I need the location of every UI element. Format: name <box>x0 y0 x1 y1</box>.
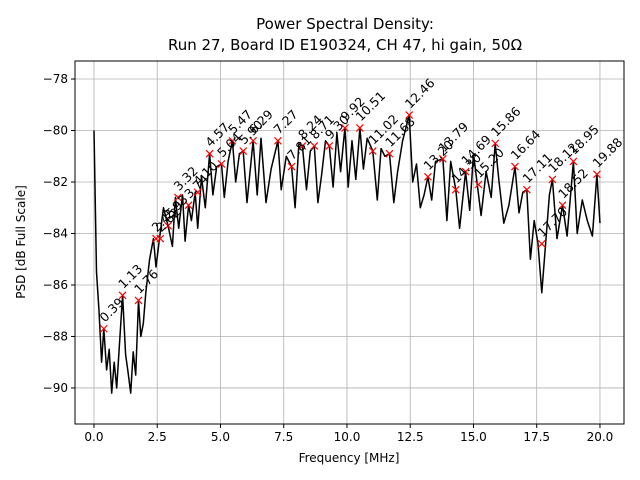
peak-marker <box>474 180 483 189</box>
peak-marker <box>134 296 143 305</box>
peak-markers <box>99 111 601 333</box>
peak-marker <box>537 239 546 248</box>
peak-marker <box>424 172 432 181</box>
peak-marker <box>355 124 364 132</box>
peak-marker <box>511 162 519 171</box>
peak-marker <box>548 175 557 184</box>
y-tick-label: −86 <box>43 278 68 292</box>
y-tick-label: −90 <box>43 381 68 395</box>
x-tick-label: 0.0 <box>84 430 103 444</box>
y-tick-label: −88 <box>43 329 68 343</box>
peak-marker <box>174 193 182 202</box>
peak-marker <box>325 142 334 150</box>
y-tick-label: −84 <box>43 226 68 240</box>
peak-marker <box>368 147 377 156</box>
x-tick-label: 17.5 <box>523 430 550 444</box>
peak-marker <box>239 147 248 156</box>
peak-marker <box>558 201 567 210</box>
x-tick-label: 10.0 <box>334 430 361 444</box>
peak-marker <box>569 157 578 166</box>
peak-marker <box>184 201 193 210</box>
peak-label: 12.46 <box>402 75 438 111</box>
x-tick-label: 7.5 <box>274 430 293 444</box>
peak-marker <box>298 142 307 150</box>
chart-subtitle: Run 27, Board ID E190324, CH 47, hi gain… <box>168 36 522 54</box>
peak-label: 15.86 <box>488 104 524 140</box>
x-tick-label: 5.0 <box>211 430 230 444</box>
axis-ticks: 0.0 2.5 5.0 7.5 10.0 12.5 15.0 17.5 20.0 −90 −88 −8… <box>43 72 614 444</box>
x-tick-label: 12.5 <box>397 430 424 444</box>
peak-marker <box>461 167 470 176</box>
peak-label: 19.88 <box>589 134 625 170</box>
y-tick-label: −78 <box>43 72 68 86</box>
chart-title: Power Spectral Density: <box>256 15 434 33</box>
peak-marker <box>228 136 237 145</box>
y-axis-label: PSD [dB Full Scale] <box>14 185 28 299</box>
peak-marker <box>156 234 165 243</box>
peak-marker <box>310 142 319 150</box>
peak-labels: 0.391.131.762.452.622.933.323.744.104.57… <box>96 75 625 325</box>
peak-marker <box>205 149 214 158</box>
peak-marker <box>341 124 349 132</box>
x-axis-label: Frequency [MHz] <box>299 451 400 465</box>
peak-marker <box>287 162 296 171</box>
peak-marker <box>593 170 601 179</box>
peak-marker <box>217 160 226 168</box>
x-tick-label: 20.0 <box>587 430 614 444</box>
x-tick-label: 2.5 <box>148 430 167 444</box>
peak-marker <box>522 185 531 194</box>
peak-marker <box>405 111 414 119</box>
plot-frame <box>74 60 625 425</box>
y-tick-label: −82 <box>43 175 68 189</box>
peak-marker <box>118 291 127 300</box>
psd-series <box>93 114 601 394</box>
y-tick-label: −80 <box>43 124 68 138</box>
peak-marker <box>164 221 173 230</box>
psd-line <box>93 114 601 394</box>
peak-marker <box>193 188 202 197</box>
peak-marker <box>438 154 447 163</box>
peak-marker <box>491 139 500 148</box>
peak-marker <box>249 136 258 145</box>
peak-marker <box>451 185 460 194</box>
peak-marker <box>385 149 394 158</box>
x-tick-label: 15.0 <box>460 430 487 444</box>
peak-marker <box>273 136 282 145</box>
peak-marker <box>99 324 108 333</box>
